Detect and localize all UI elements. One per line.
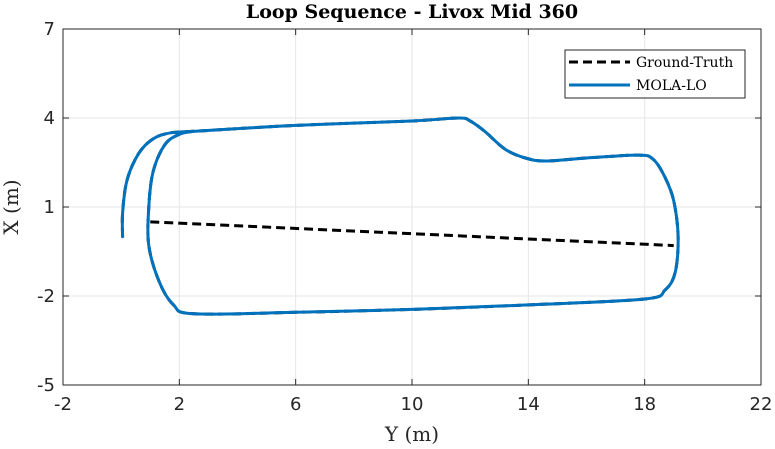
legend-label-ground-truth: Ground-Truth (636, 55, 733, 71)
legend: Ground-Truth MOLA-LO (564, 49, 746, 99)
x-tick-label: -2 (54, 394, 72, 415)
y-tick-label: -2 (37, 286, 55, 307)
x-tick-label: 6 (290, 394, 301, 415)
y-axis-label: X (m) (0, 179, 23, 234)
x-tick-label: 18 (633, 394, 656, 415)
y-tick-label: 7 (44, 19, 55, 40)
y-tick-label: -5 (37, 375, 55, 396)
series-line-ground-truth-outline (120, 116, 680, 316)
x-tick-label: 22 (750, 394, 773, 415)
x-tick-label: 10 (401, 394, 424, 415)
legend-box (564, 49, 746, 99)
x-axis-label: Y (m) (384, 422, 439, 446)
y-tick-label: 4 (44, 108, 55, 129)
chart-title: Loop Sequence - Livox Mid 360 (246, 1, 578, 23)
plot-series (120, 116, 680, 316)
legend-label-mola-lo: MOLA-LO (636, 78, 707, 94)
series-line-mola-lo (120, 116, 680, 316)
x-tick-label: 14 (517, 394, 540, 415)
x-tick-label: 2 (174, 394, 185, 415)
y-tick-label: 1 (44, 197, 55, 218)
series-line-ground-truth (150, 220, 674, 248)
